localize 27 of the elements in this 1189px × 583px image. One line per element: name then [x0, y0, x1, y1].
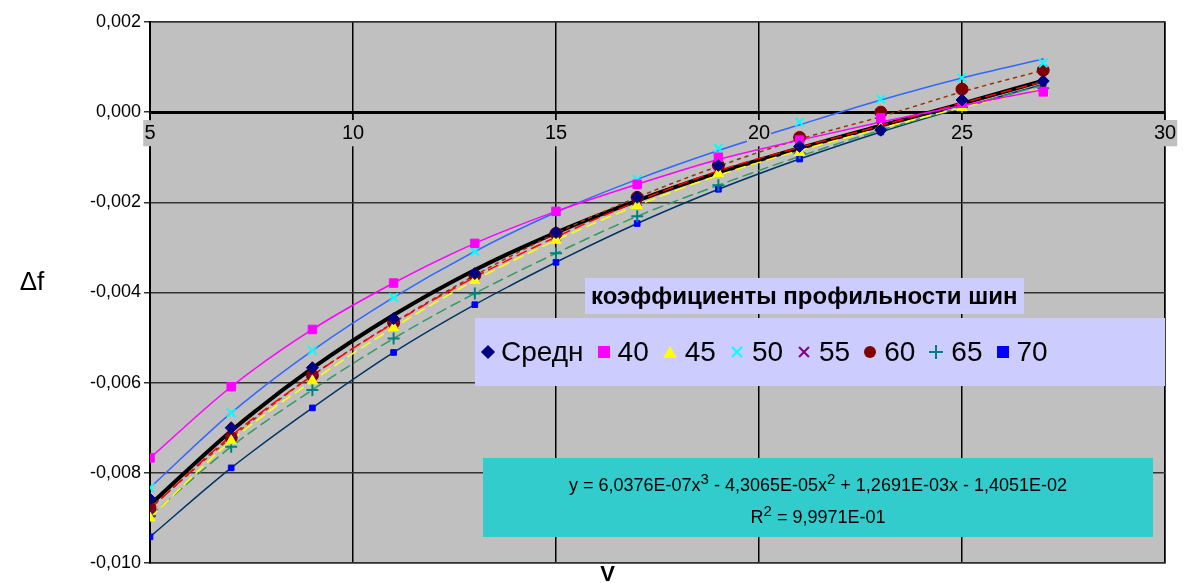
x-tick-label: 25 — [950, 120, 974, 143]
x-tick-label: 15 — [544, 120, 568, 143]
legend-label: 50 — [751, 336, 784, 368]
y-axis-title: Δf — [19, 266, 46, 297]
legend-label: Средн — [501, 336, 584, 368]
y-tick-label: -0,004 — [89, 281, 141, 302]
legend-label: 65 — [951, 336, 983, 368]
x-tick-label: 30 — [1153, 120, 1177, 143]
x-tick-label: 10 — [341, 120, 365, 143]
legend-label: 45 — [684, 336, 716, 368]
annotation: R$^{2}$ = 9,9971E-01 — [749, 500, 887, 529]
y-tick-label: 0,002 — [95, 10, 141, 31]
y-tick-label: -0,002 — [89, 191, 141, 212]
y-tick-label: 0,000 — [95, 101, 141, 122]
x-tick-label: 20 — [747, 120, 771, 143]
legend-label: 40 — [617, 336, 649, 368]
x-axis-title: V — [600, 561, 616, 583]
annotation: y = 6,0376E-07x$^{3}$ - 4,3065E-05x$^{2}$ + 1,2691E-03x - 1,4051E-02 — [568, 468, 1068, 497]
y-tick-label: -0,008 — [89, 461, 141, 482]
legend-label: 60 — [884, 336, 916, 368]
legend-label: 70 — [1016, 336, 1048, 368]
x-tick-label: 5 — [144, 120, 156, 143]
note-panel: y = 6,0376E-07x$^{3}$ - 4,3065E-05x$^{2}$ + 1,2691E-03x - 1,4051E-02 R$^{2}$ = 9,9971E-01 — [483, 458, 1153, 537]
y-tick-label: -0,006 — [89, 371, 141, 392]
legend-label: 55 — [819, 336, 851, 368]
y-tick-label: -0,010 — [89, 551, 141, 572]
legend-title-panel: коэффициенты профильности шин — [585, 278, 1024, 314]
